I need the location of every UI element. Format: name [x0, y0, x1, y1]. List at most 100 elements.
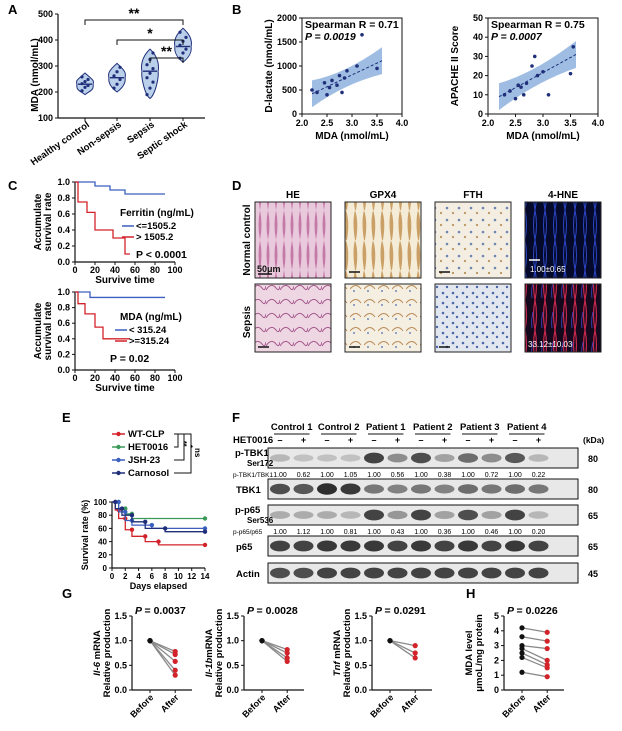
blot-band	[387, 484, 408, 494]
panel-d-header-he: HE	[286, 190, 300, 201]
tick-label: 0.0	[57, 365, 70, 375]
data-point	[202, 516, 208, 521]
panel-d-hne-value-sepsis: 33.12±10.03	[528, 340, 573, 349]
significance-mark: *	[186, 445, 193, 448]
blot-band	[293, 454, 314, 462]
significance-bracket	[149, 57, 184, 63]
legend-label: JSH-23	[128, 455, 160, 466]
significance-bracket	[174, 433, 192, 474]
y-axis-label: Tnf mRNA	[332, 630, 343, 677]
tick-label: 0.0	[354, 685, 367, 695]
y-axis-label: μmoL/mg protein	[474, 614, 485, 692]
survival-curve	[75, 181, 165, 195]
p-value: P = 0.0291	[375, 605, 426, 617]
tick-label: 2.0	[482, 118, 495, 128]
paired-line	[521, 636, 548, 642]
blot-band	[270, 511, 290, 519]
tick-label: 60	[130, 265, 140, 275]
blot-band	[528, 454, 549, 462]
blot-band	[434, 484, 455, 494]
tick-label: 20	[90, 373, 100, 383]
legend-marker	[116, 431, 121, 437]
data-point	[148, 71, 152, 75]
histology-he-sepsis	[254, 283, 332, 353]
tick-label: 80	[150, 373, 160, 383]
histology-4hne-normal	[524, 201, 602, 279]
data-point	[508, 89, 512, 93]
blot-band	[528, 484, 549, 494]
significance-mark: **	[180, 441, 187, 447]
panel-d-row-label-normal: Normal control	[242, 204, 253, 275]
after-point	[544, 645, 550, 652]
tick-label: 0.0	[114, 685, 127, 695]
tick-label: 12	[187, 572, 196, 581]
histology-he-normal	[254, 201, 332, 279]
blot-ratio-value: 0.46	[485, 529, 499, 536]
tick-label: 0.8	[57, 193, 70, 203]
tick-label: 0.5	[226, 660, 239, 670]
after-point	[284, 650, 290, 656]
tick-label: 60	[98, 524, 107, 533]
blot-band	[505, 484, 525, 494]
paired-line	[261, 640, 288, 654]
paired-line	[389, 640, 416, 659]
tick-label: 4	[136, 572, 141, 581]
histology-gpx4-sepsis	[344, 283, 422, 353]
blot-band	[364, 540, 384, 552]
panel-g-il6-paired: 0.0 0.5 1.0 1.5 Before After P = 0.0037 Il-6 mR…	[92, 605, 192, 720]
tick-label: 20	[90, 265, 100, 275]
blot-group-label: Patient 1	[366, 422, 406, 433]
violin-shape	[174, 27, 192, 63]
blot-band	[270, 540, 290, 552]
data-point	[530, 64, 534, 68]
blot-band	[481, 484, 502, 494]
data-point	[80, 75, 84, 79]
blot-band	[481, 510, 502, 520]
p-value: P = 0.02	[110, 353, 149, 365]
y-axis-label: Il-1bmRNA	[204, 629, 215, 678]
data-point	[151, 51, 155, 55]
panel-label-e: E	[62, 410, 71, 425]
blot-ratio-value: 1.00	[508, 529, 522, 536]
legend-marker	[116, 444, 121, 450]
blot-ratio-value: 1.05	[344, 472, 358, 479]
tick-label: 50	[473, 13, 483, 23]
data-point	[184, 35, 188, 40]
blot-band	[411, 540, 431, 552]
survival-curve	[75, 291, 130, 340]
tick-label: 1.5	[114, 611, 127, 621]
data-point	[83, 85, 87, 89]
data-point	[80, 82, 84, 86]
treatment-sign: +	[489, 435, 494, 445]
data-point	[178, 43, 182, 47]
after-point	[544, 674, 550, 680]
blot-ratio-value: 1.12	[297, 529, 311, 536]
blot-band	[458, 540, 478, 552]
x-axis-label: Days elapsed	[130, 581, 188, 591]
legend-title: MDA (ng/mL)	[120, 312, 182, 323]
blot-ratio-value: 1.00	[414, 529, 428, 536]
data-point	[113, 499, 118, 505]
data-point	[118, 77, 122, 82]
panel-label-h: H	[466, 586, 475, 601]
before-point	[519, 634, 525, 640]
tick-label: 2	[494, 655, 499, 665]
data-point	[513, 96, 518, 101]
data-point	[335, 83, 339, 87]
blot-band	[364, 509, 384, 521]
blot-row-label: p-TBK1	[235, 448, 269, 459]
blot-band	[364, 452, 384, 464]
blot-band	[293, 511, 314, 519]
data-point	[143, 519, 148, 524]
y-axis-label: survival rate	[43, 192, 54, 251]
blot-row-label: TBK1	[236, 485, 262, 496]
significance-mark: **	[129, 5, 140, 21]
tick-label: 40	[110, 373, 120, 383]
tick-label: 40	[98, 538, 107, 547]
tick-label: 2.5	[509, 118, 522, 128]
tick-label: 40	[473, 32, 483, 42]
paired-line	[389, 640, 416, 647]
panel-d-histology: HE GPX4 FTH 4-HNE Normal control Sepsis …	[242, 190, 602, 353]
data-point	[143, 534, 148, 539]
data-point	[519, 85, 523, 89]
